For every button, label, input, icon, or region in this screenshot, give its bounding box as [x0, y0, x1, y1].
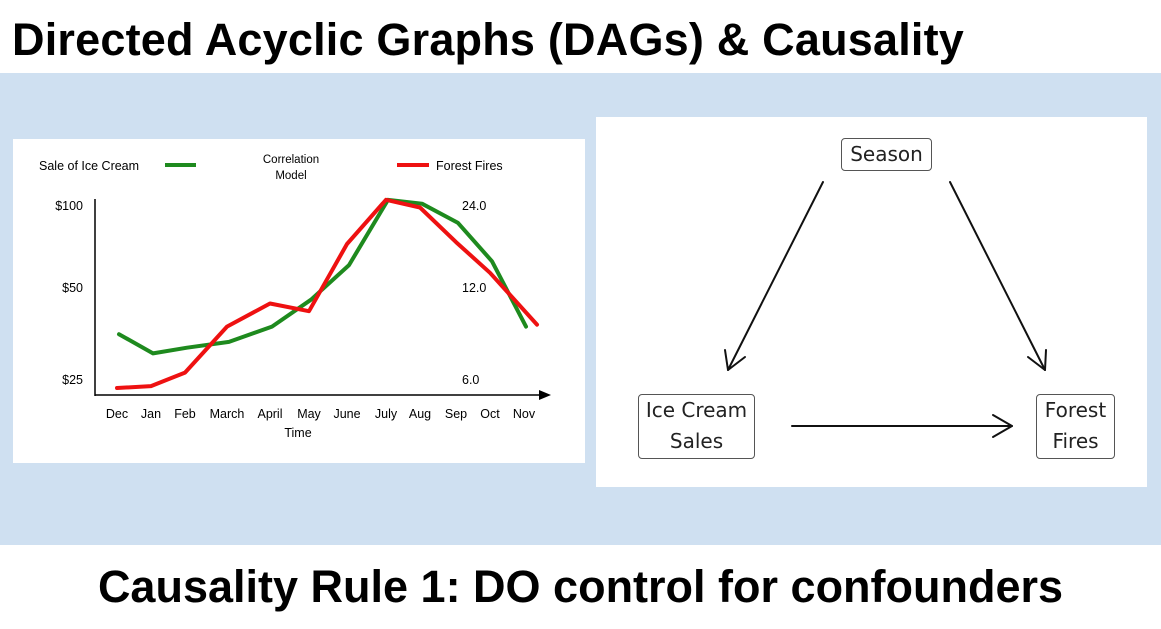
node-season: Season [841, 138, 932, 171]
edge-season-to-ice-cream-arrowhead [724, 349, 746, 371]
x-tick-label: Oct [480, 407, 500, 421]
x-tick-label: April [257, 407, 282, 421]
x-tick-label: May [297, 407, 321, 421]
edge-ice-cream-to-forest-fires-arrowhead [992, 414, 1013, 438]
x-tick-label: Jan [141, 407, 161, 421]
x-axis-arrowhead [539, 390, 551, 400]
right-tick-labels: 24.0 12.0 6.0 [462, 199, 486, 387]
x-tick-label: Sep [445, 407, 467, 421]
x-axis-label: Time [284, 426, 311, 440]
chart-title-line-2: Model [275, 170, 306, 182]
correlation-chart: Sale of Ice Cream Correlation Model Fore… [39, 154, 551, 440]
legend-forest-fires-label: Forest Fires [436, 159, 503, 173]
left-tick-label: $100 [55, 199, 83, 213]
right-tick-label: 24.0 [462, 199, 486, 213]
edge-season-to-forest-fires-arrowhead [1027, 349, 1047, 371]
dag-panel: Season Ice Cream Sales Forest Fires [596, 117, 1147, 487]
x-tick-label: Aug [409, 407, 431, 421]
x-tick-label: Dec [106, 407, 128, 421]
node-forest-fires-label-line-2: Fires [1052, 429, 1099, 453]
series-ice-cream-line [117, 197, 528, 356]
node-season-label: Season [850, 142, 923, 166]
legend-ice-cream-label: Sale of Ice Cream [39, 159, 139, 173]
right-tick-label: 12.0 [462, 281, 486, 295]
footer-rule: Causality Rule 1: DO control for confoun… [97, 561, 1064, 612]
page-title: Directed Acyclic Graphs (DAGs) & Causali… [12, 14, 965, 65]
x-tick-labels: Dec Jan Feb March April May June July Aug Sep Oct N… [106, 407, 536, 421]
edge-season-to-forest-fires [949, 181, 1046, 371]
x-tick-label: June [333, 407, 360, 421]
x-tick-label: Nov [513, 407, 536, 421]
edge-season-to-ice-cream [727, 181, 824, 371]
left-tick-label: $25 [62, 373, 83, 387]
node-ice-cream-label-line-2: Sales [669, 429, 724, 453]
node-ice-cream-sales: Ice Cream Sales [638, 394, 755, 459]
right-tick-label: 6.0 [462, 373, 479, 387]
node-forest-fires: Forest Fires [1036, 394, 1115, 459]
node-ice-cream-label-line-1: Ice Cream [645, 398, 748, 422]
series-group [115, 197, 539, 390]
x-tick-label: Feb [174, 407, 196, 421]
left-tick-label: $50 [62, 281, 83, 295]
series-forest-fires-line [115, 197, 539, 390]
dag-edges [724, 181, 1047, 438]
x-tick-label: March [210, 407, 245, 421]
left-tick-labels: $100 $50 $25 [55, 199, 83, 387]
chart-panel: Sale of Ice Cream Correlation Model Fore… [13, 139, 585, 463]
x-tick-label: July [375, 407, 398, 421]
chart-title-line-1: Correlation [263, 154, 319, 166]
node-forest-fires-label-line-1: Forest [1044, 398, 1107, 422]
